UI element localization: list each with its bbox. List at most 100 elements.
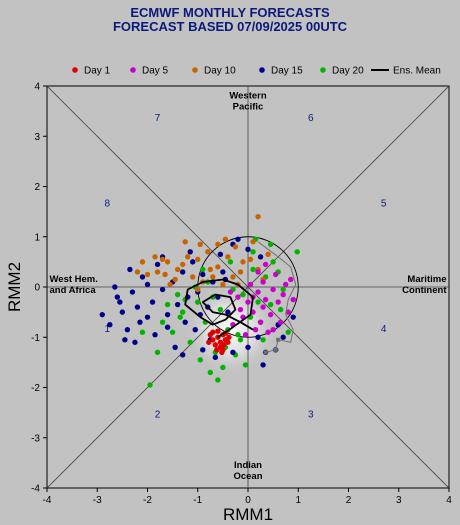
data-point <box>265 251 271 258</box>
x-axis-ticks: -4 -3 -2 -1 0 1 2 3 4 <box>43 488 452 506</box>
y-tick-label: -1 <box>31 333 40 344</box>
data-point <box>282 281 289 288</box>
data-point <box>270 286 276 293</box>
data-point <box>210 274 216 280</box>
data-point <box>117 299 123 305</box>
data-point <box>290 296 296 303</box>
y-tick-label: 2 <box>34 182 40 193</box>
data-point <box>260 304 266 310</box>
data-point <box>257 254 264 260</box>
data-point <box>237 337 244 343</box>
analysis-track-marker <box>273 347 278 352</box>
data-point <box>280 286 286 293</box>
data-point <box>240 259 246 265</box>
data-point <box>164 259 171 265</box>
data-point <box>205 249 211 255</box>
region-label: Continent <box>402 285 447 296</box>
phase-label: 6 <box>308 113 314 124</box>
data-point <box>154 269 161 275</box>
y-axis-label: RMM2 <box>5 262 24 312</box>
data-point <box>154 349 161 356</box>
data-point <box>240 291 246 298</box>
y-axis-ticks: -4 -3 -2 -1 0 1 2 3 4 <box>31 82 47 495</box>
data-point <box>294 249 300 255</box>
data-point <box>197 357 203 363</box>
data-point <box>137 319 143 325</box>
data-point <box>227 259 234 265</box>
legend-marker <box>72 67 78 73</box>
data-point <box>285 309 291 315</box>
data-point <box>250 266 256 273</box>
data-point <box>267 301 274 308</box>
phase-label: 5 <box>381 199 387 210</box>
region-label: and Africa <box>50 285 97 296</box>
data-point <box>190 274 196 280</box>
data-point <box>267 311 274 318</box>
data-point <box>214 347 220 353</box>
legend: Day 1 Day 5 Day 10 Day 15 Day 20 Ens. Mean <box>72 66 441 77</box>
data-point <box>245 299 251 305</box>
data-point <box>260 362 266 368</box>
data-point <box>288 276 294 283</box>
phase-label: 3 <box>308 410 314 421</box>
data-point <box>285 329 291 335</box>
analysis-track-marker <box>263 350 268 355</box>
y-tick-label: -3 <box>31 433 40 444</box>
data-point <box>174 266 181 273</box>
data-point <box>255 299 261 305</box>
data-point <box>265 329 271 335</box>
data-point <box>277 319 284 325</box>
data-point <box>210 337 216 343</box>
phase-structure <box>47 86 449 488</box>
data-point <box>152 254 158 260</box>
ensemble-mean-line <box>184 278 254 339</box>
data-point <box>179 309 186 315</box>
data-point <box>250 239 256 245</box>
data-point <box>290 314 296 320</box>
y-tick-label: -4 <box>31 484 40 495</box>
legend-marker <box>130 67 136 73</box>
data-point <box>225 309 231 315</box>
data-point <box>134 304 141 310</box>
x-tick-label: 4 <box>446 495 452 506</box>
data-point <box>275 299 281 305</box>
data-point <box>124 327 131 333</box>
data-point <box>262 296 269 303</box>
data-point <box>226 334 232 340</box>
data-point <box>247 256 254 263</box>
data-point <box>185 254 191 260</box>
data-point <box>235 332 241 338</box>
data-point <box>242 332 249 338</box>
data-point <box>215 328 221 334</box>
data-point <box>219 349 225 356</box>
legend-label: Day 10 <box>204 66 236 77</box>
data-point <box>200 266 206 273</box>
x-tick-label: -3 <box>93 495 102 506</box>
data-point <box>164 324 171 330</box>
data-point <box>230 349 236 356</box>
data-point <box>134 269 141 275</box>
data-point <box>195 286 201 293</box>
data-point <box>182 239 188 245</box>
data-point <box>172 344 178 350</box>
data-point <box>167 281 173 288</box>
data-point <box>207 266 214 273</box>
data-point <box>139 259 146 265</box>
data-point <box>217 306 224 313</box>
x-tick-label: -2 <box>143 495 152 506</box>
data-point <box>255 269 261 275</box>
x-tick-label: -1 <box>193 495 202 506</box>
scatter-points <box>99 213 300 388</box>
phase-label: 8 <box>105 199 111 210</box>
data-point <box>237 269 244 275</box>
data-point <box>206 339 212 345</box>
region-label: Pacific <box>233 102 264 113</box>
phase-label: 2 <box>155 410 161 421</box>
data-point <box>159 256 166 263</box>
data-point <box>144 281 151 288</box>
data-point <box>139 274 146 280</box>
data-point <box>255 289 261 295</box>
ensemble-lines <box>184 241 297 355</box>
data-point <box>220 269 226 275</box>
y-tick-label: -2 <box>31 383 40 394</box>
